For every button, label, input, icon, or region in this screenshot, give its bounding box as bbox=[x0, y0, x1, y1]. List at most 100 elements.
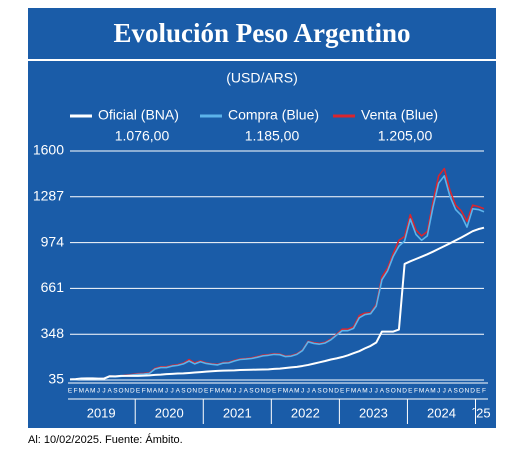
x-tick-label: A bbox=[448, 388, 453, 395]
x-tick-label: O bbox=[187, 388, 192, 395]
x-tick-label: D bbox=[266, 388, 271, 395]
x-tick-label: A bbox=[85, 388, 90, 395]
x-tick-label: S bbox=[317, 388, 322, 395]
x-tick-label: F bbox=[482, 388, 486, 395]
x-tick-label: N bbox=[397, 388, 402, 395]
year-label: 2021 bbox=[223, 405, 252, 420]
x-tick-label: A bbox=[289, 388, 294, 395]
x-tick-label: M bbox=[90, 388, 95, 395]
x-tick-label: S bbox=[385, 388, 390, 395]
x-tick-label: N bbox=[124, 388, 129, 395]
legend-label: Venta (Blue) bbox=[361, 107, 438, 123]
year-label: 2023 bbox=[359, 405, 388, 420]
last-value-label: 1.076,00 bbox=[115, 128, 170, 144]
x-tick-label: S bbox=[181, 388, 186, 395]
series-line bbox=[69, 175, 485, 381]
y-tick-label: 974 bbox=[41, 233, 65, 249]
x-tick-label: E bbox=[136, 388, 141, 395]
x-tick-label: D bbox=[334, 388, 339, 395]
last-value-label: 1.185,00 bbox=[245, 128, 300, 144]
x-tick-label: E bbox=[68, 388, 73, 395]
x-tick-label: J bbox=[301, 388, 304, 395]
y-tick-label: 348 bbox=[41, 325, 65, 341]
panel bbox=[28, 8, 496, 428]
x-tick-label: A bbox=[176, 388, 181, 395]
year-label: 2020 bbox=[155, 405, 184, 420]
y-tick-label: 661 bbox=[41, 279, 65, 295]
last-value-label: 1.205,00 bbox=[378, 128, 433, 144]
x-tick-label: M bbox=[79, 388, 84, 395]
year-label: 2024 bbox=[427, 405, 456, 420]
x-tick-label: J bbox=[369, 388, 372, 395]
legend-label: Oficial (BNA) bbox=[98, 107, 179, 123]
x-tick-label: A bbox=[153, 388, 158, 395]
x-tick-label: A bbox=[312, 388, 317, 395]
x-tick-label: S bbox=[113, 388, 118, 395]
x-tick-label: N bbox=[192, 388, 197, 395]
x-tick-label: F bbox=[74, 388, 78, 395]
x-tick-label: M bbox=[147, 388, 152, 395]
x-tick-label: J bbox=[375, 388, 378, 395]
x-tick-label: O bbox=[323, 388, 328, 395]
x-tick-label: A bbox=[357, 388, 362, 395]
x-tick-label: F bbox=[346, 388, 350, 395]
x-tick-label: A bbox=[244, 388, 249, 395]
x-tick-label: E bbox=[408, 388, 413, 395]
y-tick-label: 1600 bbox=[33, 142, 64, 158]
year-label: 2019 bbox=[87, 405, 116, 420]
x-tick-label: N bbox=[465, 388, 470, 395]
x-tick-label: M bbox=[226, 388, 231, 395]
x-tick-label: E bbox=[272, 388, 277, 395]
x-tick-label: D bbox=[198, 388, 203, 395]
y-tick-label: 35 bbox=[48, 371, 64, 387]
x-tick-label: F bbox=[278, 388, 282, 395]
x-tick-label: M bbox=[294, 388, 299, 395]
source-note: Al: 10/02/2025. Fuente: Ámbito. bbox=[28, 433, 183, 446]
x-tick-label: O bbox=[119, 388, 124, 395]
y-tick-label: 1287 bbox=[33, 188, 64, 204]
x-tick-label: D bbox=[402, 388, 407, 395]
year-label: 2022 bbox=[291, 405, 320, 420]
x-tick-label: D bbox=[130, 388, 135, 395]
x-tick-label: J bbox=[102, 388, 105, 395]
x-tick-label: M bbox=[362, 388, 367, 395]
x-tick-label: J bbox=[443, 388, 446, 395]
x-tick-label: M bbox=[419, 388, 424, 395]
x-tick-label: J bbox=[170, 388, 173, 395]
x-tick-label: M bbox=[158, 388, 163, 395]
x-tick-label: J bbox=[239, 388, 242, 395]
x-tick-label: N bbox=[260, 388, 265, 395]
x-tick-label: A bbox=[221, 388, 226, 395]
x-tick-label: D bbox=[470, 388, 475, 395]
x-tick-label: M bbox=[351, 388, 356, 395]
year-label: ´25 bbox=[472, 405, 491, 420]
x-tick-label: J bbox=[233, 388, 236, 395]
x-tick-label: E bbox=[340, 388, 345, 395]
x-tick-label: M bbox=[283, 388, 288, 395]
x-tick-label: J bbox=[437, 388, 440, 395]
x-tick-label: O bbox=[459, 388, 464, 395]
x-tick-label: F bbox=[414, 388, 418, 395]
chart-subtitle: (USD/ARS) bbox=[226, 70, 298, 86]
x-tick-label: J bbox=[165, 388, 168, 395]
legend-label: Compra (Blue) bbox=[228, 107, 319, 123]
chart-title: Evolución Peso Argentino bbox=[113, 18, 410, 48]
x-tick-label: E bbox=[476, 388, 481, 395]
x-tick-label: F bbox=[142, 388, 146, 395]
x-tick-label: A bbox=[108, 388, 113, 395]
series-line bbox=[69, 226, 485, 381]
x-tick-label: M bbox=[430, 388, 435, 395]
x-tick-label: E bbox=[204, 388, 209, 395]
x-tick-label: O bbox=[391, 388, 396, 395]
x-tick-label: S bbox=[249, 388, 254, 395]
x-tick-label: S bbox=[453, 388, 458, 395]
x-tick-label: J bbox=[307, 388, 310, 395]
x-tick-label: J bbox=[97, 388, 100, 395]
x-tick-label: A bbox=[425, 388, 430, 395]
x-tick-label: N bbox=[329, 388, 334, 395]
x-tick-label: O bbox=[255, 388, 260, 395]
x-tick-label: M bbox=[215, 388, 220, 395]
x-tick-label: A bbox=[380, 388, 385, 395]
x-tick-label: F bbox=[210, 388, 214, 395]
